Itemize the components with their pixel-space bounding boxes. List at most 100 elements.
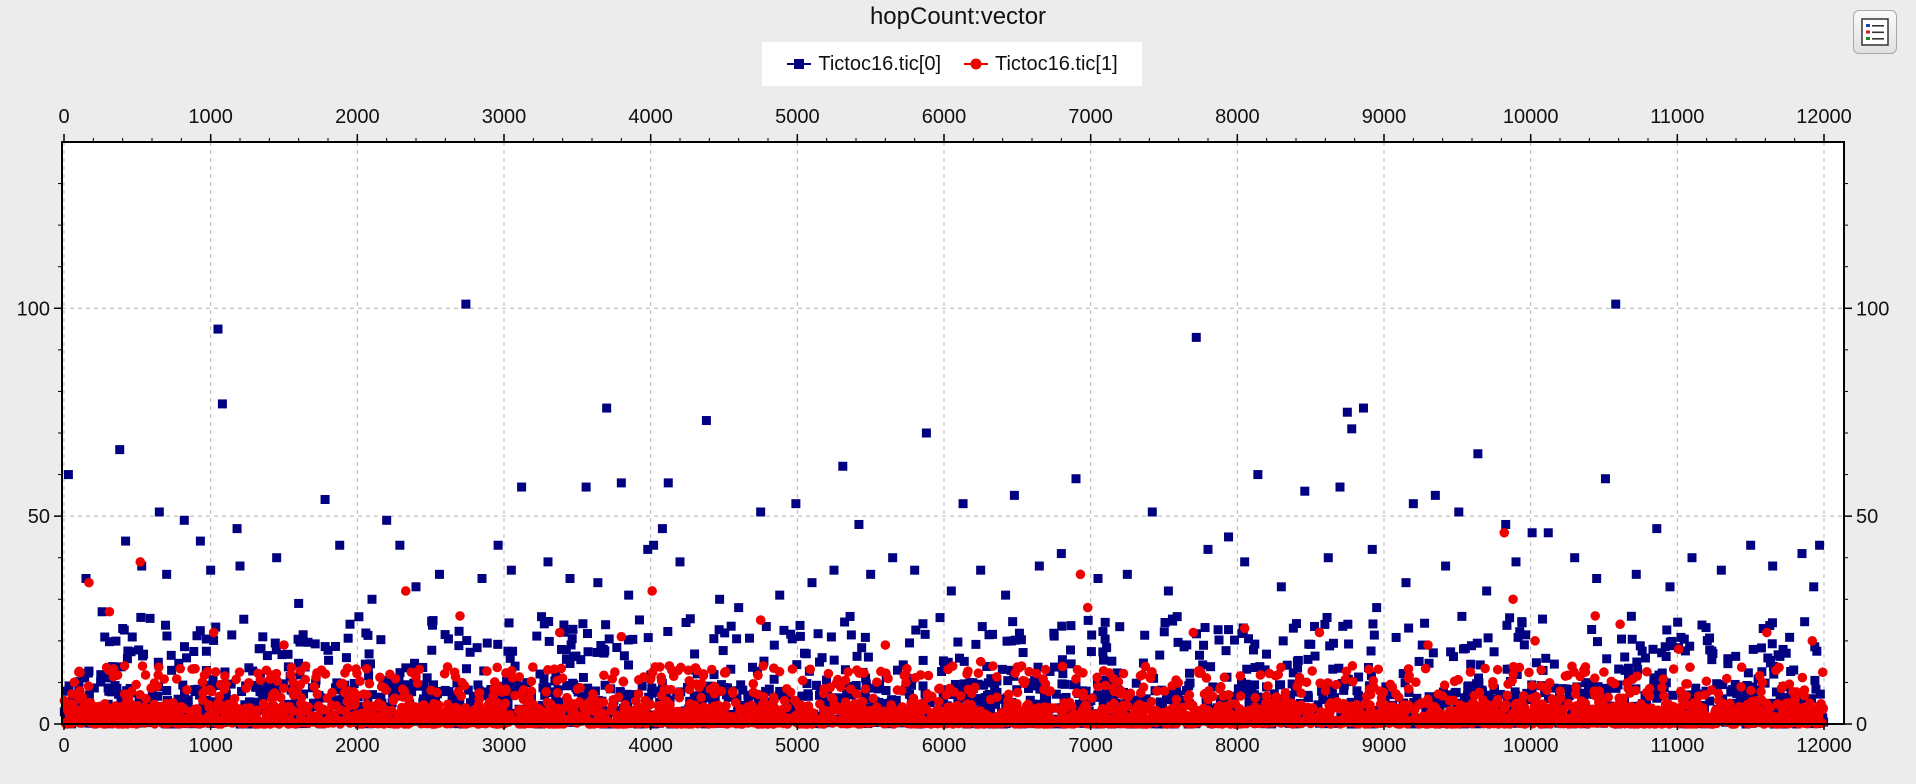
data-point-square bbox=[997, 664, 1007, 674]
data-point-square bbox=[972, 696, 982, 706]
data-point-square bbox=[1366, 670, 1376, 680]
data-point-square bbox=[239, 614, 249, 624]
data-point-circle bbox=[746, 700, 757, 711]
data-point-circle bbox=[351, 664, 361, 674]
data-point-square bbox=[270, 638, 280, 648]
data-point-square bbox=[1057, 621, 1067, 631]
data-point-square bbox=[567, 634, 577, 644]
data-point-square bbox=[1006, 665, 1016, 675]
data-point-square bbox=[1001, 590, 1011, 600]
data-point-square bbox=[976, 565, 986, 575]
data-point-square bbox=[1201, 700, 1211, 710]
data-point-square bbox=[330, 683, 340, 693]
data-point-square bbox=[1632, 657, 1642, 667]
legend-item-series-1[interactable]: Tictoc16.tic[1] bbox=[963, 53, 1118, 76]
grid-lines bbox=[62, 142, 1844, 724]
data-point-square bbox=[148, 691, 158, 701]
data-point-square bbox=[1203, 544, 1213, 554]
data-point-square bbox=[1147, 507, 1157, 517]
data-point-circle bbox=[1331, 679, 1341, 690]
data-point-circle bbox=[1507, 676, 1517, 686]
data-point-circle bbox=[1263, 681, 1273, 691]
data-point-square bbox=[1746, 540, 1756, 550]
data-point-square bbox=[465, 647, 475, 657]
data-point-square bbox=[1611, 683, 1621, 693]
data-point-square bbox=[956, 684, 966, 694]
data-point-square bbox=[451, 697, 461, 707]
data-point-circle bbox=[1368, 675, 1379, 686]
data-point-circle bbox=[1508, 661, 1519, 672]
data-point-square bbox=[1680, 646, 1690, 656]
data-point-circle bbox=[753, 689, 763, 700]
data-point-square bbox=[1414, 656, 1424, 666]
data-point-square bbox=[797, 691, 807, 701]
data-point-circle bbox=[1303, 702, 1313, 713]
data-point-square bbox=[566, 640, 576, 650]
data-point-circle bbox=[835, 682, 846, 693]
data-point-square bbox=[1652, 524, 1662, 534]
data-point-circle bbox=[495, 710, 505, 720]
data-point-circle bbox=[1810, 704, 1821, 715]
data-point-square bbox=[1466, 659, 1476, 669]
data-point-square bbox=[257, 688, 267, 698]
data-point-square bbox=[1093, 574, 1103, 583]
data-point-square bbox=[162, 686, 172, 696]
data-point-circle bbox=[769, 702, 780, 713]
data-point-circle bbox=[1373, 664, 1384, 675]
data-point-square bbox=[1649, 681, 1659, 691]
data-point-square bbox=[812, 680, 822, 690]
data-point-square bbox=[1221, 646, 1231, 656]
data-point-circle bbox=[482, 666, 492, 676]
data-point-circle bbox=[335, 679, 346, 689]
data-point-square bbox=[472, 643, 482, 653]
data-point-square bbox=[1182, 686, 1192, 696]
data-point-square bbox=[354, 612, 364, 622]
legend-item-series-0[interactable]: Tictoc16.tic[0] bbox=[786, 53, 941, 76]
data-point-circle bbox=[610, 667, 620, 677]
data-point-circle bbox=[1567, 661, 1577, 672]
data-point-square bbox=[1743, 690, 1753, 700]
data-point-square bbox=[1501, 519, 1511, 529]
data-point-square bbox=[1173, 637, 1183, 647]
data-point-square bbox=[293, 634, 303, 644]
data-point-square bbox=[1436, 697, 1446, 707]
data-point-circle bbox=[456, 691, 467, 701]
data-point-circle bbox=[64, 709, 75, 720]
data-point-square bbox=[846, 690, 856, 700]
data-point-circle bbox=[1090, 710, 1101, 721]
data-point-circle bbox=[131, 679, 141, 690]
data-point-square bbox=[294, 658, 304, 668]
data-point-square bbox=[1601, 683, 1611, 693]
data-point-circle bbox=[1779, 711, 1790, 721]
data-point-square bbox=[1731, 651, 1741, 661]
data-point-circle bbox=[818, 688, 829, 699]
data-point-square bbox=[1303, 690, 1313, 700]
chart-options-button[interactable] bbox=[1853, 10, 1897, 54]
data-point-circle bbox=[505, 713, 516, 723]
data-point-circle bbox=[1502, 690, 1513, 701]
data-point-square bbox=[1338, 621, 1348, 631]
data-point-square bbox=[562, 681, 572, 691]
data-point-square bbox=[1428, 648, 1438, 658]
data-point-circle bbox=[272, 676, 283, 686]
data-point-square bbox=[428, 616, 438, 626]
data-point-circle bbox=[1778, 703, 1788, 714]
data-point-circle bbox=[1527, 680, 1537, 691]
data-point-circle bbox=[404, 699, 414, 709]
data-point-square bbox=[1014, 628, 1024, 638]
data-point-circle bbox=[1464, 704, 1474, 714]
data-point-square bbox=[734, 603, 744, 613]
data-point-square bbox=[80, 673, 90, 683]
data-point-circle bbox=[1525, 708, 1536, 718]
data-point-square bbox=[1424, 658, 1434, 668]
data-point-square bbox=[1810, 642, 1820, 652]
circle-marker-icon bbox=[964, 58, 988, 70]
data-point-circle bbox=[269, 688, 279, 699]
data-point-square bbox=[154, 507, 164, 517]
data-point-circle bbox=[517, 687, 528, 698]
data-point-square bbox=[1310, 651, 1320, 661]
data-point-square bbox=[89, 683, 99, 693]
data-point-square bbox=[921, 428, 931, 438]
data-point-circle bbox=[1368, 708, 1378, 719]
